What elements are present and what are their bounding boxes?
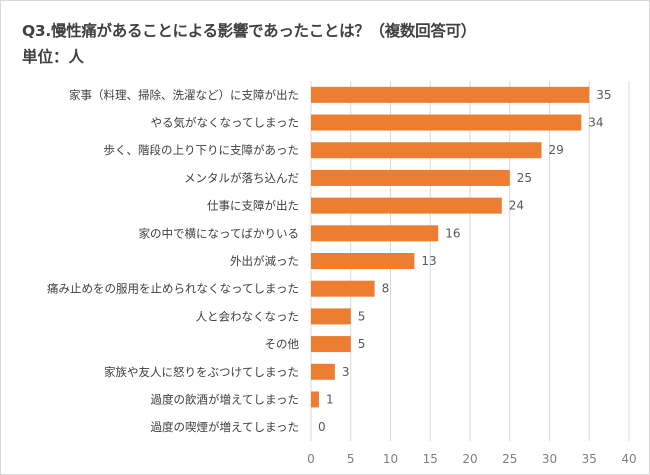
- category-label: 家族や友人に怒りをぶつけてしまった: [104, 365, 299, 379]
- data-label: 25: [517, 171, 532, 185]
- data-label: 0: [318, 420, 326, 434]
- bar: [311, 391, 319, 408]
- bar: [311, 280, 375, 297]
- x-tick-label: 20: [462, 452, 477, 466]
- bar: [311, 197, 502, 214]
- data-label: 8: [382, 282, 390, 296]
- category-label: 家事（料理、掃除、洗濯など）に支障が出た: [69, 88, 299, 102]
- x-tick-label: 25: [502, 452, 517, 466]
- data-label: 1: [326, 392, 334, 406]
- data-label: 16: [445, 226, 460, 240]
- data-label: 5: [358, 309, 366, 323]
- bar: [311, 253, 415, 269]
- data-label: 5: [358, 337, 366, 351]
- x-tick-label: 40: [621, 452, 636, 466]
- category-label: 歩く、階段の上り下りに支障があった: [104, 143, 300, 157]
- category-label: 仕事に支障が出た: [207, 199, 299, 213]
- category-label: 過度の飲酒が増えてしまった: [151, 392, 299, 406]
- category-label: やる気がなくなってしまった: [151, 116, 299, 130]
- bar: [311, 169, 510, 186]
- category-label: 家の中で横になってばかりいる: [139, 226, 299, 240]
- category-label: 人と会わなくなった: [196, 309, 300, 323]
- bar: [311, 114, 582, 131]
- chart-title: Q3.慢性痛があることによる影響であったことは？（複数回答可）: [22, 22, 476, 40]
- x-tick-label: 0: [307, 452, 315, 466]
- bar: [311, 336, 351, 353]
- bar: [311, 225, 439, 242]
- x-tick-label: 35: [582, 452, 597, 466]
- category-label: メンタルが落ち込んだ: [184, 171, 299, 185]
- x-tick-label: 5: [347, 452, 355, 466]
- x-tick-label: 30: [542, 452, 557, 466]
- x-tick-label: 15: [423, 452, 438, 466]
- data-label: 24: [509, 199, 524, 213]
- chart-subtitle: 単位：人: [22, 48, 85, 66]
- bar: [311, 86, 590, 103]
- x-tick-label: 10: [383, 452, 398, 466]
- data-label: 35: [596, 88, 611, 102]
- data-label: 34: [588, 116, 603, 130]
- category-label: その他: [265, 337, 300, 351]
- data-label: 29: [549, 143, 564, 157]
- data-label: 3: [342, 365, 350, 379]
- category-label: 痛み止めをの服用を止められなくなってしまった: [47, 282, 299, 296]
- bar: [311, 363, 335, 380]
- category-label: 外出が減った: [230, 254, 299, 268]
- category-label: 過度の喫煙が増えてしまった: [151, 420, 299, 434]
- bar: [311, 308, 351, 325]
- data-label: 13: [421, 254, 436, 268]
- bar: [311, 142, 542, 159]
